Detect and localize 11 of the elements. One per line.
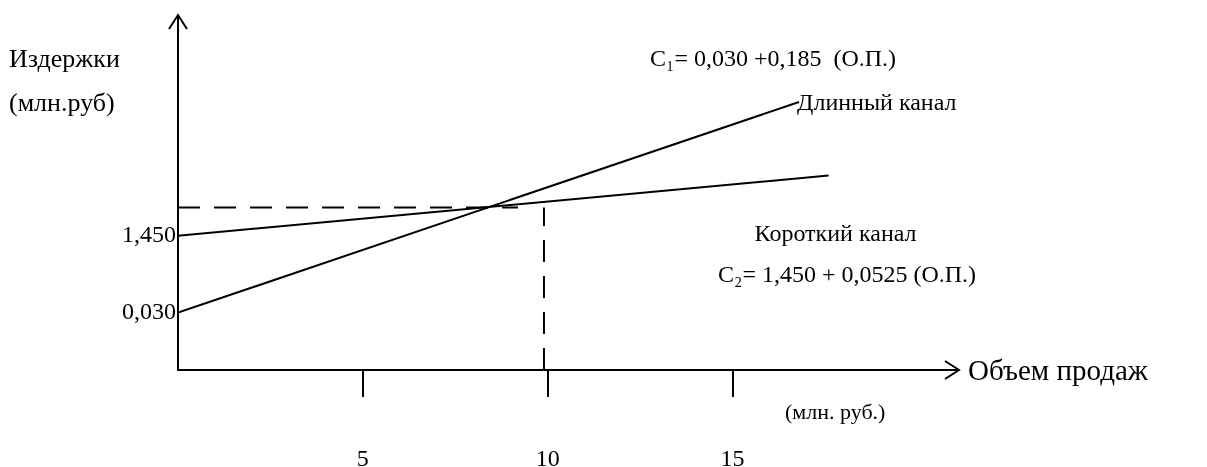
x-tick-label: 5	[356, 444, 369, 467]
y-tick-label: 0,030	[122, 297, 176, 324]
x-tick-label: 10	[535, 444, 560, 467]
x-tick-label: 15	[720, 444, 745, 467]
y-tick-label: 1,450	[122, 221, 176, 247]
annotation: C₁= 0,030 +0,185 (О.П.)	[650, 45, 897, 72]
series-label: Короткий канал	[754, 219, 917, 246]
series-label: Длинный канал	[797, 89, 957, 116]
y-axis-title: Издержки (млн.руб)	[9, 43, 120, 117]
text: Объем продаж (млн. руб.)	[785, 353, 1148, 424]
annotation: C₂= 1,450 + 0,0525 (О.П.)	[718, 261, 977, 288]
